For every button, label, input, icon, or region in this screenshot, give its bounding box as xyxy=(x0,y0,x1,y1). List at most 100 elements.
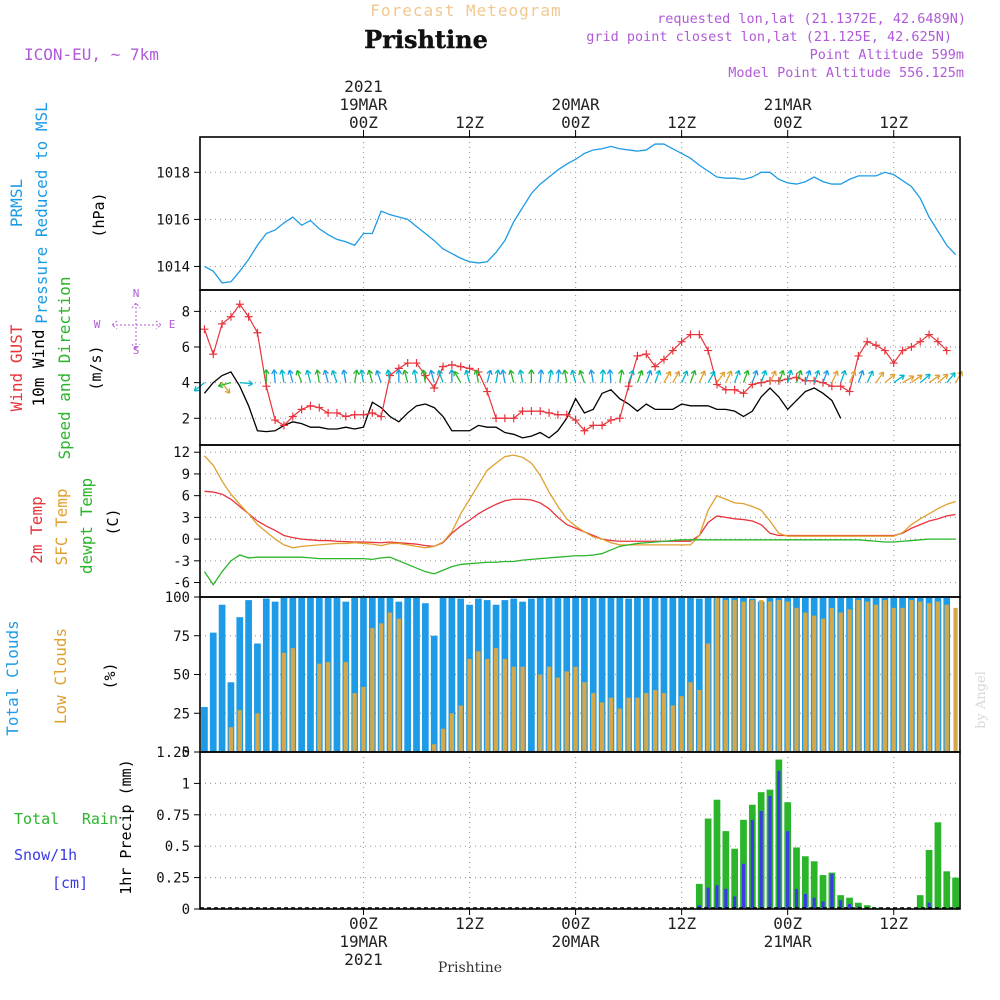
wind-direction-arrow xyxy=(955,370,963,383)
wind-direction-arrow xyxy=(453,370,462,383)
total-cloud-bar xyxy=(687,597,694,752)
low-cloud-bar xyxy=(697,690,702,752)
temp-sfc-label: SFC Temp xyxy=(52,488,71,565)
wind-gust-point xyxy=(315,403,324,412)
top-time-label: 00Z xyxy=(773,113,802,132)
wind-direction-arrow xyxy=(517,369,525,383)
y-tick-label: 2 xyxy=(182,411,190,427)
wind-direction-arrow xyxy=(919,373,931,384)
wind-gust-point xyxy=(589,421,598,430)
rain-bar xyxy=(855,902,862,909)
chart-title: Prishtine xyxy=(364,25,488,54)
precip-snow-label: Snow/1h xyxy=(14,846,77,864)
wind-gust-point xyxy=(527,407,536,416)
total-cloud-bar xyxy=(448,597,456,752)
snow-bar xyxy=(768,795,772,909)
top-date-label: 20MAR xyxy=(551,95,600,114)
wind-gust-point xyxy=(916,337,925,346)
wind-direction-arrow xyxy=(698,370,707,383)
wind-direction-arrow xyxy=(295,369,303,383)
low-cloud-bar xyxy=(706,643,711,752)
wind-gust-point xyxy=(889,359,898,368)
wind-gust-point xyxy=(695,330,704,339)
wind-gust-point xyxy=(226,312,235,321)
wind-gust-point xyxy=(279,421,288,430)
snow-bar xyxy=(759,811,763,909)
wind-gust-point xyxy=(651,362,660,371)
panel-wind: 2 4 6 8 xyxy=(182,289,963,446)
low-cloud-bar xyxy=(626,697,631,752)
wind-gust-point xyxy=(624,382,633,391)
wind-direction-arrow xyxy=(840,369,847,383)
top-time-label: 00Z xyxy=(561,113,590,132)
wind-direction-arrow xyxy=(618,369,625,383)
total-cloud-bar xyxy=(607,597,615,752)
wind-direction-arrow xyxy=(330,369,338,383)
footer-location: Prishtine xyxy=(438,960,502,976)
total-cloud-bar xyxy=(660,597,668,752)
total-cloud-bar xyxy=(262,598,270,752)
wind-gust-point xyxy=(518,407,527,416)
rain-bar xyxy=(925,849,933,909)
wind-gust-point xyxy=(288,412,297,421)
total-cloud-bar xyxy=(642,597,650,752)
wind-direction-arrow xyxy=(769,370,777,383)
temp-dewpoint-line xyxy=(203,538,956,586)
low-cloud-bar xyxy=(856,600,861,752)
wind-gust-point xyxy=(209,350,218,359)
compass-arrows xyxy=(111,302,162,350)
rain-bar xyxy=(793,847,800,909)
bottom-time-label: 00Z xyxy=(349,914,378,933)
low-cloud-bar xyxy=(794,607,799,752)
wind-gust-point xyxy=(271,416,280,425)
wind-gust-point xyxy=(492,414,501,423)
low-cloud-bar xyxy=(573,666,578,752)
wind-direction-arrow xyxy=(663,370,672,383)
wind-direction-arrow xyxy=(287,369,294,383)
y-tick-label: 6 xyxy=(182,489,190,505)
low-cloud-bar xyxy=(370,628,375,752)
wind-gust-point xyxy=(465,364,474,373)
wind-gust-point xyxy=(606,416,615,425)
wind-gust-point xyxy=(456,362,465,371)
low-cloud-bar xyxy=(449,713,454,752)
panel-frame xyxy=(199,444,961,598)
wind-direction-arrow xyxy=(508,369,515,383)
wind-gust-point xyxy=(925,330,934,339)
low-cloud-bar xyxy=(599,702,605,752)
y-tick-label: 50 xyxy=(173,668,190,684)
precip-snow-unit-label: [cm] xyxy=(52,874,88,892)
top-date-label: 19MAR xyxy=(339,95,388,114)
low-cloud-bar xyxy=(723,600,728,752)
wind-gust-point xyxy=(430,383,439,392)
low-cloud-bar xyxy=(838,612,843,752)
low-cloud-bar xyxy=(812,615,817,752)
rain-bar xyxy=(713,799,721,909)
low-cloud-bar xyxy=(767,601,773,752)
low-cloud-bar xyxy=(750,600,755,752)
compass-icon: N S W E xyxy=(94,287,176,357)
wind-direction-arrow xyxy=(857,369,865,383)
bottom-time-label: 00Z xyxy=(773,914,802,933)
wind-direction-arrow xyxy=(742,369,750,383)
total-cloud-bar xyxy=(634,597,641,752)
wind-direction-arrow xyxy=(928,374,941,384)
precip-total-label: Total xyxy=(14,810,59,828)
total-cloud-bar xyxy=(430,635,438,752)
low-cloud-bar xyxy=(617,708,622,752)
rain-bar xyxy=(801,856,809,909)
panel-frame xyxy=(199,289,961,446)
wind-direction-arrow xyxy=(866,370,874,383)
y-tick-label: 12 xyxy=(173,445,190,461)
wind-direction-arrow xyxy=(804,369,812,383)
rain-bar xyxy=(863,905,871,909)
wind-gust-point xyxy=(942,346,951,355)
low-cloud-bar xyxy=(396,618,401,752)
header: Forecast Meteogram Prishtine ICON-EU, ~ … xyxy=(24,1,966,81)
snow-bar xyxy=(786,831,790,909)
pressure-unit-label: (hPa) xyxy=(90,192,108,237)
total-clouds-label: Total Clouds xyxy=(3,620,22,736)
rain-bar xyxy=(952,877,959,909)
wind-gust-point xyxy=(854,351,863,360)
